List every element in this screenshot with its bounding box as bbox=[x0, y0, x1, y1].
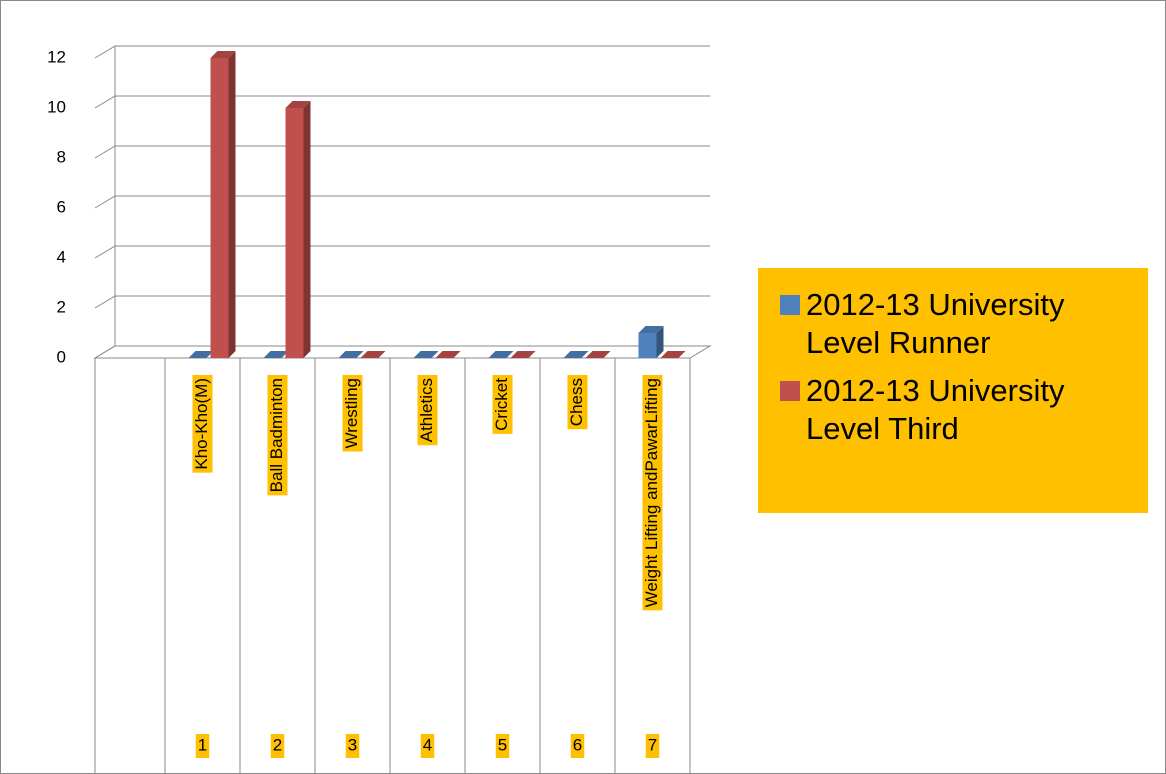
x-subcategory-label: 5 bbox=[498, 735, 507, 754]
y-tick-label: 6 bbox=[57, 197, 66, 216]
bar-top bbox=[510, 351, 536, 358]
label-background bbox=[492, 375, 513, 434]
label-background bbox=[570, 734, 585, 758]
bar-top bbox=[638, 326, 664, 333]
bar bbox=[510, 351, 536, 358]
bar bbox=[488, 351, 514, 358]
label-background bbox=[417, 375, 438, 446]
x-tick-label: Ball Badminton bbox=[267, 378, 286, 492]
legend-swatch bbox=[780, 295, 800, 315]
y-tick-label: 8 bbox=[57, 147, 66, 166]
y-tick-label: 2 bbox=[57, 297, 66, 316]
bar bbox=[563, 351, 589, 358]
bar-top bbox=[563, 351, 589, 358]
bar-top bbox=[263, 351, 289, 358]
bar bbox=[360, 351, 386, 358]
x-subcategory-label: 6 bbox=[573, 735, 582, 754]
x-tick-label: Wrestling bbox=[342, 378, 361, 449]
grid-line bbox=[94, 245, 710, 259]
bar bbox=[285, 101, 311, 358]
bar bbox=[338, 351, 364, 358]
bar bbox=[188, 351, 214, 358]
label-background bbox=[342, 375, 363, 452]
bar-side bbox=[228, 51, 236, 358]
bar-top bbox=[488, 351, 514, 358]
y-tick-label: 12 bbox=[47, 47, 66, 66]
grid-line bbox=[94, 45, 710, 59]
x-subcategory-label: 2 bbox=[273, 735, 282, 754]
grid-line bbox=[94, 145, 710, 159]
bar bbox=[263, 351, 289, 358]
grid-line bbox=[94, 95, 710, 109]
label-background bbox=[267, 375, 288, 496]
label-background bbox=[495, 734, 510, 758]
bar bbox=[585, 351, 611, 358]
x-tick-label: Athletics bbox=[417, 378, 436, 442]
legend-item: 2012-13 University Level Third bbox=[780, 372, 1138, 448]
y-tick-label: 0 bbox=[57, 347, 66, 366]
x-tick-label: Cricket bbox=[492, 378, 511, 431]
label-background bbox=[195, 734, 210, 758]
grid-line bbox=[94, 295, 710, 309]
x-subcategory-label: 1 bbox=[198, 735, 207, 754]
bar bbox=[210, 51, 236, 358]
bar-top bbox=[360, 351, 386, 358]
bar-top bbox=[413, 351, 439, 358]
x-subcategory-label: 4 bbox=[423, 735, 432, 754]
bar-front bbox=[210, 58, 229, 358]
bar-top bbox=[585, 351, 611, 358]
x-tick-label: Chess bbox=[567, 378, 586, 426]
bar-front bbox=[638, 333, 657, 358]
legend-label: 2012-13 University Level Third bbox=[806, 373, 1065, 446]
bar-side bbox=[656, 326, 664, 358]
label-background bbox=[345, 734, 360, 758]
x-tick-label: Weight Lifting andPawarLifting bbox=[642, 378, 661, 607]
legend-label: 2012-13 University Level Runner bbox=[806, 287, 1065, 360]
bar bbox=[413, 351, 439, 358]
legend-swatch bbox=[780, 381, 800, 401]
bar-top bbox=[285, 101, 311, 108]
bar-side bbox=[303, 101, 311, 358]
bar-top bbox=[188, 351, 214, 358]
x-subcategory-label: 3 bbox=[348, 735, 357, 754]
bar-top bbox=[435, 351, 461, 358]
bar-top bbox=[660, 351, 686, 358]
bar-front bbox=[285, 108, 304, 358]
label-background bbox=[645, 734, 660, 758]
bar bbox=[638, 326, 664, 358]
x-subcategory-label: 7 bbox=[648, 735, 657, 754]
bar-top bbox=[210, 51, 236, 58]
x-tick-label: Kho-Kho(M) bbox=[192, 378, 211, 470]
grid-line bbox=[94, 195, 710, 209]
label-background bbox=[642, 375, 663, 611]
label-background bbox=[192, 375, 213, 473]
bar bbox=[660, 351, 686, 358]
bar bbox=[435, 351, 461, 358]
y-tick-label: 4 bbox=[57, 247, 66, 266]
legend-item: 2012-13 University Level Runner bbox=[780, 286, 1138, 362]
label-background bbox=[270, 734, 285, 758]
label-background bbox=[567, 375, 588, 430]
label-background bbox=[420, 734, 435, 758]
bar-top bbox=[338, 351, 364, 358]
legend: 2012-13 University Level Runner 2012-13 U… bbox=[758, 268, 1148, 513]
y-tick-label: 10 bbox=[47, 97, 66, 116]
